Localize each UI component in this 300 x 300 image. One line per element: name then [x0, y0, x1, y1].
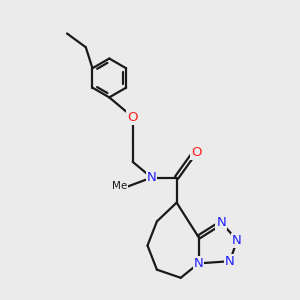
Text: O: O — [128, 111, 138, 124]
Text: N: N — [194, 257, 203, 270]
Text: Me: Me — [112, 181, 127, 191]
Text: N: N — [217, 216, 226, 229]
Text: N: N — [147, 171, 156, 184]
Text: N: N — [225, 255, 235, 268]
Text: O: O — [191, 146, 201, 159]
Text: N: N — [232, 234, 242, 247]
